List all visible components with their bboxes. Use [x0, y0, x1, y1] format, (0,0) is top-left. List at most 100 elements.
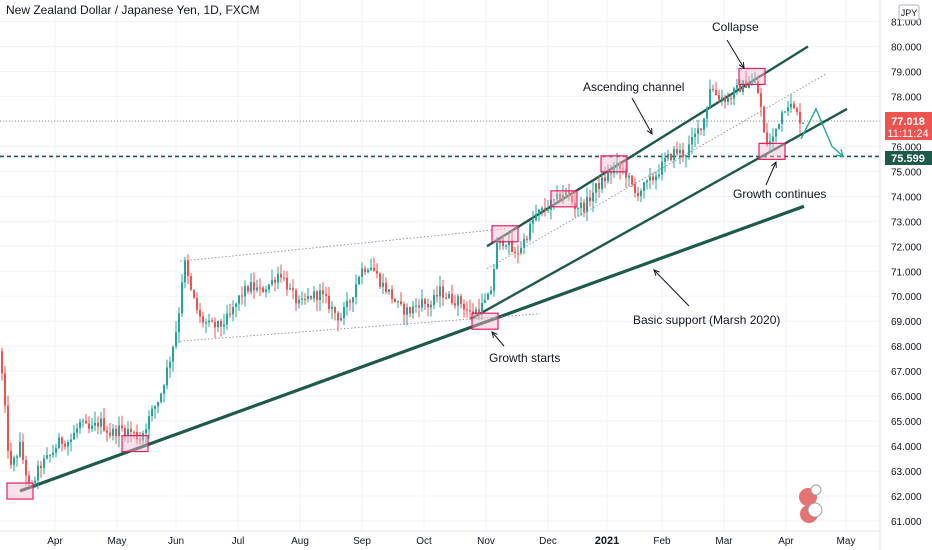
candle-body [379, 273, 381, 287]
highlight-box [491, 225, 519, 243]
candle-body [64, 443, 66, 447]
candle-body [754, 81, 756, 83]
marker-price-value: 75.599 [891, 153, 925, 165]
candle-body [370, 267, 372, 270]
candle-body [268, 284, 270, 290]
candle-body [334, 306, 336, 313]
candle-body [427, 303, 429, 308]
y-tick-label: 62.000 [891, 492, 922, 503]
candle-body [361, 268, 363, 277]
y-tick-label: 78.000 [891, 92, 922, 103]
candle-body [562, 195, 564, 201]
candle-body [133, 431, 135, 433]
candle-body [265, 289, 267, 293]
candle-body [736, 85, 738, 89]
candle-body [445, 297, 447, 299]
candle-body [457, 296, 459, 306]
x-tick-label: Jul [232, 536, 245, 547]
candle-body [280, 273, 282, 278]
y-tick-label: 74.000 [891, 192, 922, 203]
candle-body [655, 176, 657, 181]
candle-body [250, 282, 252, 292]
x-tick-label: Dec [539, 536, 557, 547]
price-axis[interactable]: 61.000 62.000 63.000 64.000 65.000 66.000 67.0… [891, 18, 922, 529]
candle-body [4, 373, 6, 406]
candle-body [247, 286, 249, 292]
candle-body [667, 154, 669, 159]
candle-body [619, 162, 621, 169]
highlight-boxes-layer [6, 67, 786, 500]
y-tick-label: 71.000 [891, 267, 922, 278]
candle-body [433, 295, 435, 305]
highlight-box [6, 482, 34, 500]
candle-body [28, 475, 30, 483]
candle-body [232, 307, 234, 315]
candle-body [466, 309, 468, 311]
candle-body [43, 458, 45, 469]
candle-body [451, 294, 453, 304]
candle-body [403, 304, 405, 315]
candle-body [706, 107, 708, 119]
candle-body [22, 441, 24, 460]
candle-body [682, 149, 684, 157]
candle-body [13, 457, 15, 465]
growth-continues-arrow-head [771, 160, 777, 169]
time-axis[interactable]: Apr May Jun Jul Aug Sep Oct Nov Dec 2021 Feb Mar Apr… [47, 535, 855, 547]
candle-body [526, 239, 528, 241]
candle-body [169, 361, 171, 368]
annotation-collapse: Collapse [712, 20, 759, 34]
candle-body [205, 322, 207, 324]
candle-body [763, 106, 765, 133]
candle-body [277, 273, 279, 283]
annotation-arrows-layer [491, 39, 844, 347]
candle-body [325, 294, 327, 296]
candle-body [697, 128, 699, 134]
trendline-range-bottom [179, 313, 541, 342]
candle-body [733, 88, 735, 99]
candle-body [601, 177, 603, 190]
candle-body [88, 423, 90, 429]
x-tick-label: Apr [47, 536, 63, 547]
candle-body [535, 214, 537, 221]
y-tick-label: 61.000 [891, 517, 922, 528]
candle-body [406, 307, 408, 315]
candle-body [145, 429, 147, 434]
trendline-basic-support [19, 204, 805, 493]
candle-body [610, 172, 612, 174]
trendline-layer [0, 45, 880, 493]
candle-body [259, 287, 261, 289]
candle-body [565, 190, 567, 196]
candle-body [613, 166, 615, 174]
candle-body [463, 303, 465, 310]
candle-body [772, 136, 774, 142]
candle-body [604, 177, 606, 182]
candle-body [541, 207, 543, 210]
candle-body [394, 298, 396, 303]
highlight-box [758, 142, 786, 160]
candle-body [79, 421, 81, 429]
candle-body [241, 295, 243, 297]
candle-body [574, 202, 576, 210]
annotation-ascending-channel: Ascending channel [583, 80, 684, 94]
candle-body [622, 168, 624, 170]
candle-body [160, 393, 162, 402]
candle-body [61, 437, 63, 444]
candle-body [328, 295, 330, 310]
candle-body [313, 291, 315, 299]
candle-body [223, 324, 225, 327]
candle-body [469, 310, 471, 312]
candle-body [307, 295, 309, 300]
x-tick-label: 2021 [595, 535, 619, 547]
x-tick-label: Oct [416, 536, 432, 547]
y-tick-label: 68.000 [891, 342, 922, 353]
x-tick-label: Aug [291, 536, 309, 547]
candle-body [796, 108, 798, 112]
y-tick-label: 66.000 [891, 392, 922, 403]
candle-body [331, 306, 333, 310]
candle-body [106, 430, 108, 433]
x-tick-label: Feb [653, 536, 671, 547]
last-price-badge: 77.018 11:11:24 [885, 112, 932, 140]
candle-body [112, 428, 114, 436]
candle-body [124, 428, 126, 436]
